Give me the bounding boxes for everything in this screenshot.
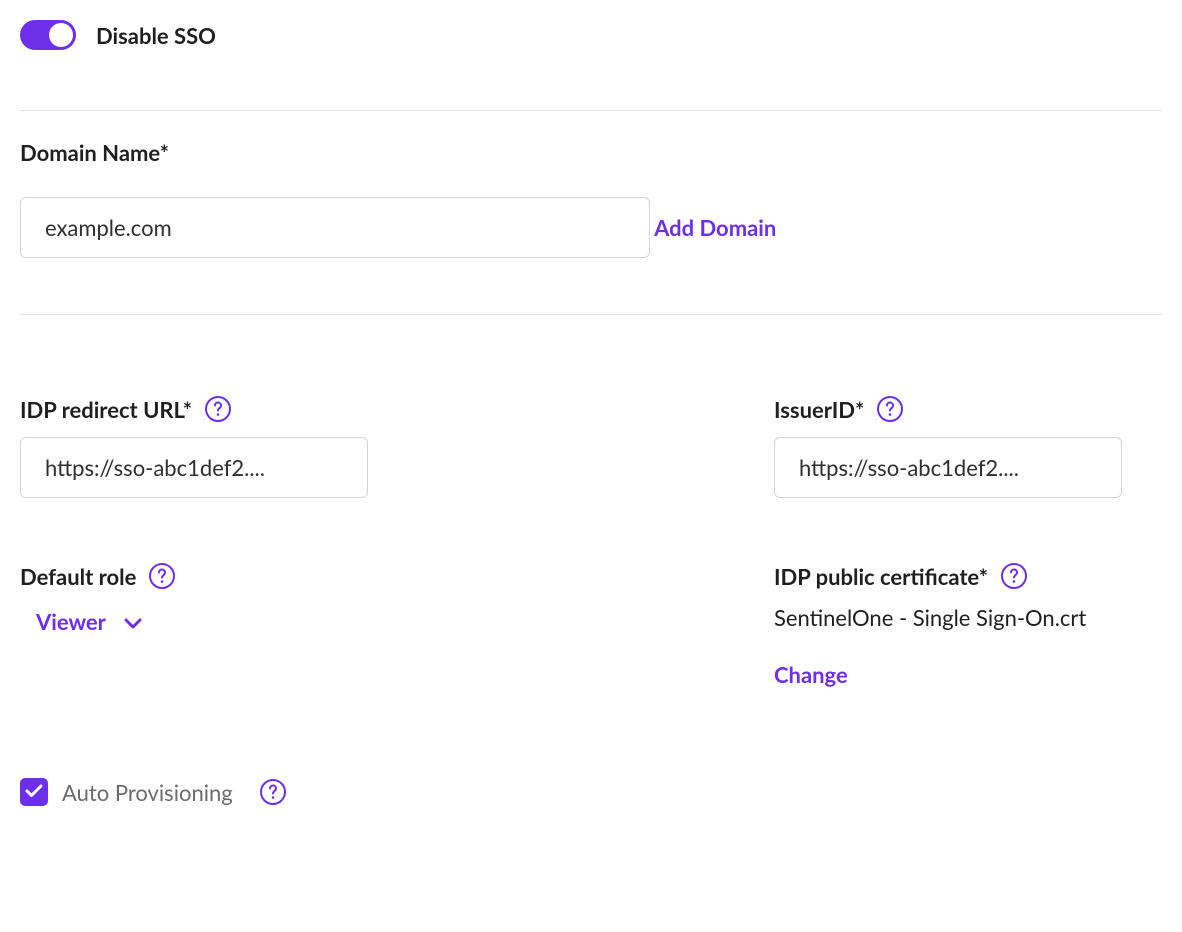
help-icon[interactable] [876, 395, 904, 423]
idp-cert-label: IDP public certificate* [774, 563, 988, 590]
disable-sso-label: Disable SSO [96, 22, 216, 49]
help-icon[interactable] [1000, 562, 1028, 590]
help-icon[interactable] [204, 395, 232, 423]
help-icon[interactable] [148, 562, 176, 590]
auto-provisioning-checkbox[interactable] [20, 778, 48, 806]
toggle-knob [49, 23, 73, 47]
domain-name-label: Domain Name* [20, 139, 1162, 166]
idp-redirect-label: IDP redirect URL* [20, 396, 192, 423]
default-role-dropdown[interactable]: Viewer [36, 604, 142, 639]
change-cert-button[interactable]: Change [774, 661, 848, 688]
disable-sso-toggle[interactable] [20, 20, 76, 50]
domain-name-input[interactable] [20, 197, 650, 258]
default-role-selected: Viewer [36, 608, 106, 635]
check-icon [25, 783, 43, 802]
idp-redirect-url-input[interactable] [20, 437, 368, 498]
chevron-down-icon [124, 608, 142, 635]
auto-provisioning-label: Auto Provisioning [62, 779, 233, 806]
issuer-id-label: IssuerID* [774, 396, 864, 423]
idp-cert-filename: SentinelOne - Single Sign-On.crt [774, 604, 1122, 631]
help-icon[interactable] [259, 778, 287, 806]
divider [20, 110, 1162, 111]
default-role-label: Default role [20, 563, 136, 590]
section-divider [20, 314, 1162, 315]
issuer-id-input[interactable] [774, 437, 1122, 498]
add-domain-button[interactable]: Add Domain [654, 214, 776, 241]
